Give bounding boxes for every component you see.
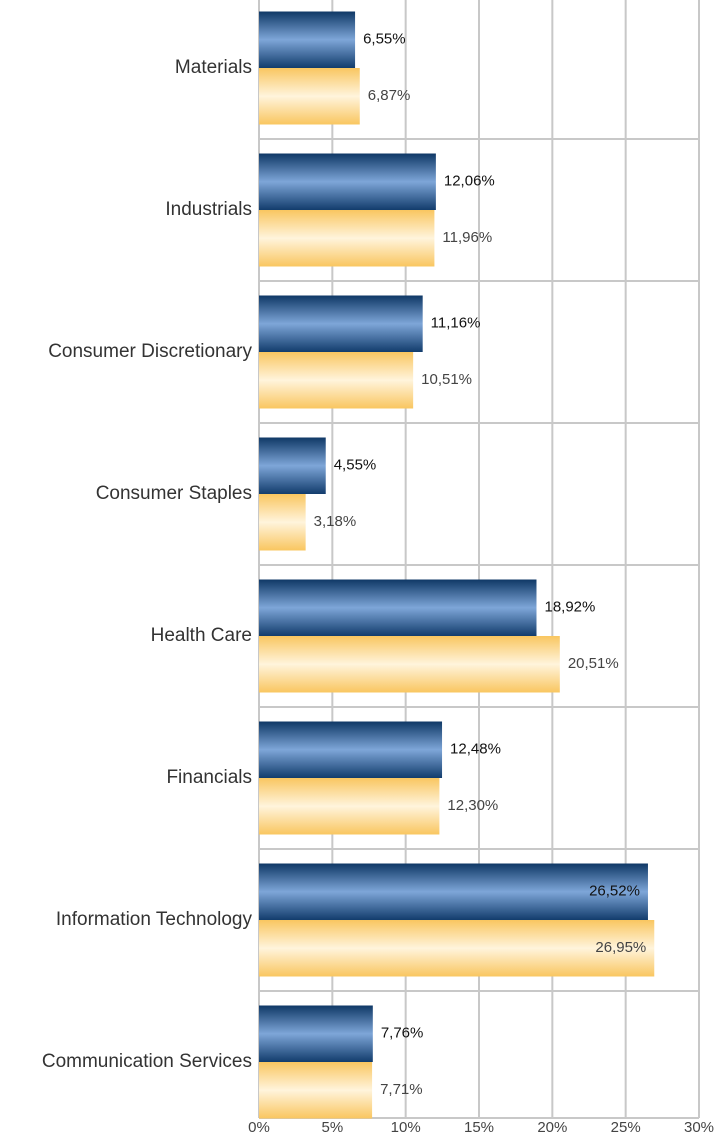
x-tick-label: 15% <box>464 1119 494 1136</box>
category-label: Communication Services <box>42 1051 252 1072</box>
bar <box>259 1062 373 1119</box>
value-label: 6,87% <box>368 87 411 104</box>
value-label: 20,51% <box>568 655 619 672</box>
value-label: 11,96% <box>442 229 492 246</box>
value-label: 12,06% <box>444 173 495 190</box>
bar <box>259 494 306 551</box>
value-label: 18,92% <box>544 599 595 616</box>
x-tick-label: 20% <box>537 1119 567 1136</box>
value-label: 11,16% <box>431 315 481 332</box>
category-label: Information Technology <box>56 909 253 930</box>
category-label: Health Care <box>151 625 252 646</box>
bar <box>259 920 655 977</box>
bar <box>259 1005 373 1062</box>
value-label: 4,55% <box>334 457 377 474</box>
category-label: Financials <box>166 767 252 788</box>
value-label: 7,76% <box>381 1025 424 1042</box>
x-tick-label: 25% <box>611 1119 641 1136</box>
value-label: 6,55% <box>363 31 406 48</box>
bar <box>259 68 360 125</box>
value-label: 3,18% <box>314 513 357 530</box>
bar <box>259 778 440 835</box>
value-label: 26,52% <box>589 883 640 900</box>
x-tick-label: 0% <box>248 1119 270 1136</box>
bar <box>259 153 436 210</box>
value-label: 26,95% <box>595 939 646 956</box>
bar <box>259 210 435 267</box>
category-label: Industrials <box>165 199 252 220</box>
bar <box>259 437 326 494</box>
bar <box>259 11 356 68</box>
x-tick-label: 5% <box>321 1119 343 1136</box>
value-label: 7,71% <box>380 1081 423 1098</box>
bar <box>259 636 560 693</box>
bar <box>259 721 443 778</box>
bar <box>259 352 414 409</box>
value-label: 10,51% <box>421 371 472 388</box>
x-tick-label: 10% <box>391 1119 421 1136</box>
category-label: Consumer Discretionary <box>48 341 252 362</box>
bar <box>259 579 537 636</box>
bar <box>259 295 423 352</box>
value-label: 12,30% <box>447 797 498 814</box>
value-label: 12,48% <box>450 741 501 758</box>
category-label: Materials <box>175 57 252 78</box>
x-tick-label: 30% <box>684 1119 714 1136</box>
bar <box>259 863 648 920</box>
category-label: Consumer Staples <box>96 483 252 504</box>
